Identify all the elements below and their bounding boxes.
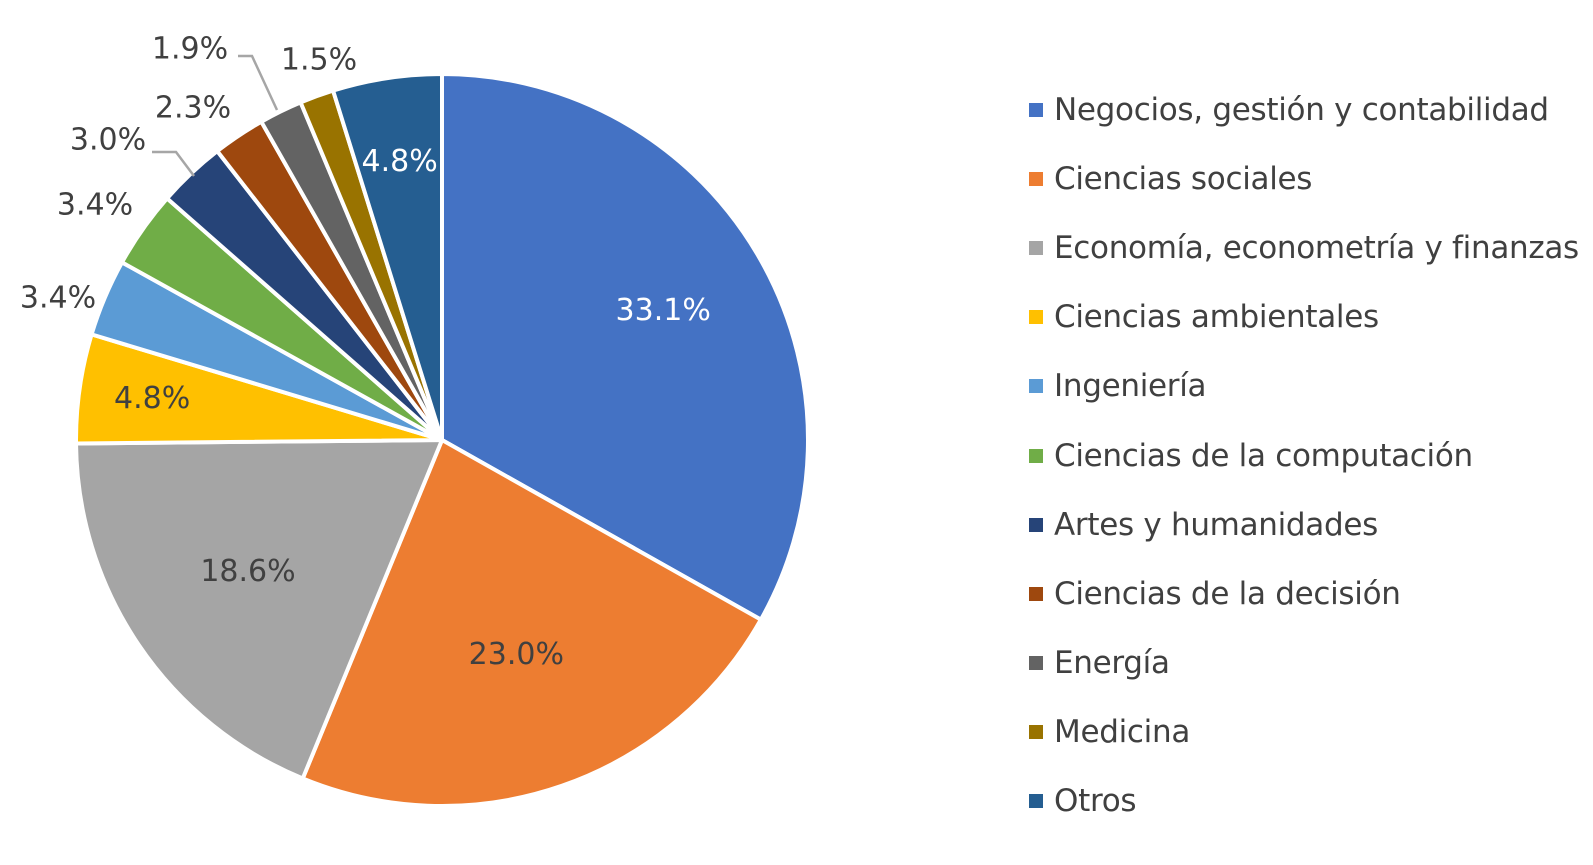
data-label: 4.8% [361,144,437,179]
data-label: 3.4% [20,281,96,316]
pie-slices [74,72,810,808]
legend-item: Artes y humanidades [1029,490,1579,559]
legend-swatch [1029,102,1043,117]
legend-item: Ciencias de la computación [1029,421,1579,490]
data-label: 23.0% [469,637,564,672]
legend-swatch [1029,517,1043,532]
legend-item: Ciencias ambientales [1029,283,1579,352]
legend-label: Ciencias de la computación [1054,437,1473,474]
legend-swatch [1029,656,1043,671]
data-label: 18.6% [200,554,295,589]
data-label: 3.4% [57,188,133,223]
legend-swatch [1029,240,1043,255]
legend-swatch [1029,171,1043,186]
pie-slice [440,72,810,622]
data-label: 1.5% [281,43,357,78]
legend-item: Medicina [1029,698,1579,767]
legend-label: Medicina [1054,714,1191,751]
legend-item: Otros [1029,767,1579,836]
legend-label: Ciencias sociales [1054,160,1313,197]
legend-swatch [1029,310,1043,325]
legend-label: Artes y humanidades [1054,506,1379,543]
data-label: 3.0% [70,123,146,158]
data-label: 1.9% [152,32,228,67]
pie-slice [74,438,444,781]
leader-line [152,150,195,177]
legend-item: Ciencias sociales [1029,144,1579,213]
legend-label: Economía, econometría y finanzas [1054,229,1579,266]
legend-label: Negocios, gestión y contabilidad [1054,91,1549,128]
legend-swatch [1029,586,1043,601]
data-label: 33.1% [616,293,711,328]
legend-label: Ciencias de la decisión [1054,575,1401,612]
legend: Negocios, gestión y contabilidad Ciencias… [1029,75,1579,836]
legend-item: Negocios, gestión y contabilidad [1029,75,1579,144]
legend-label: Ingeniería [1054,368,1207,405]
legend-item: Ingeniería [1029,352,1579,421]
legend-label: Otros [1054,783,1137,820]
legend-swatch [1029,794,1043,809]
legend-swatch [1029,379,1043,394]
legend-item: Economía, econometría y finanzas [1029,213,1579,282]
legend-item: Energía [1029,629,1579,698]
legend-label: Energía [1054,645,1170,682]
data-labels: 33.1% 23.0% 18.6% 4.8% 3.4% 3.4% 3.0% 2.3% 1.9% 1… [20,32,711,672]
leader-line [238,54,279,111]
pie-slice [300,438,763,808]
leader-lines [152,54,279,177]
legend-item: Ciencias de la decisión [1029,559,1579,628]
legend-label: Ciencias ambientales [1054,299,1379,336]
data-label: 4.8% [114,381,190,416]
pie-slice [331,72,444,442]
legend-swatch [1029,725,1043,740]
data-label: 2.3% [155,91,231,126]
legend-swatch [1029,448,1043,463]
